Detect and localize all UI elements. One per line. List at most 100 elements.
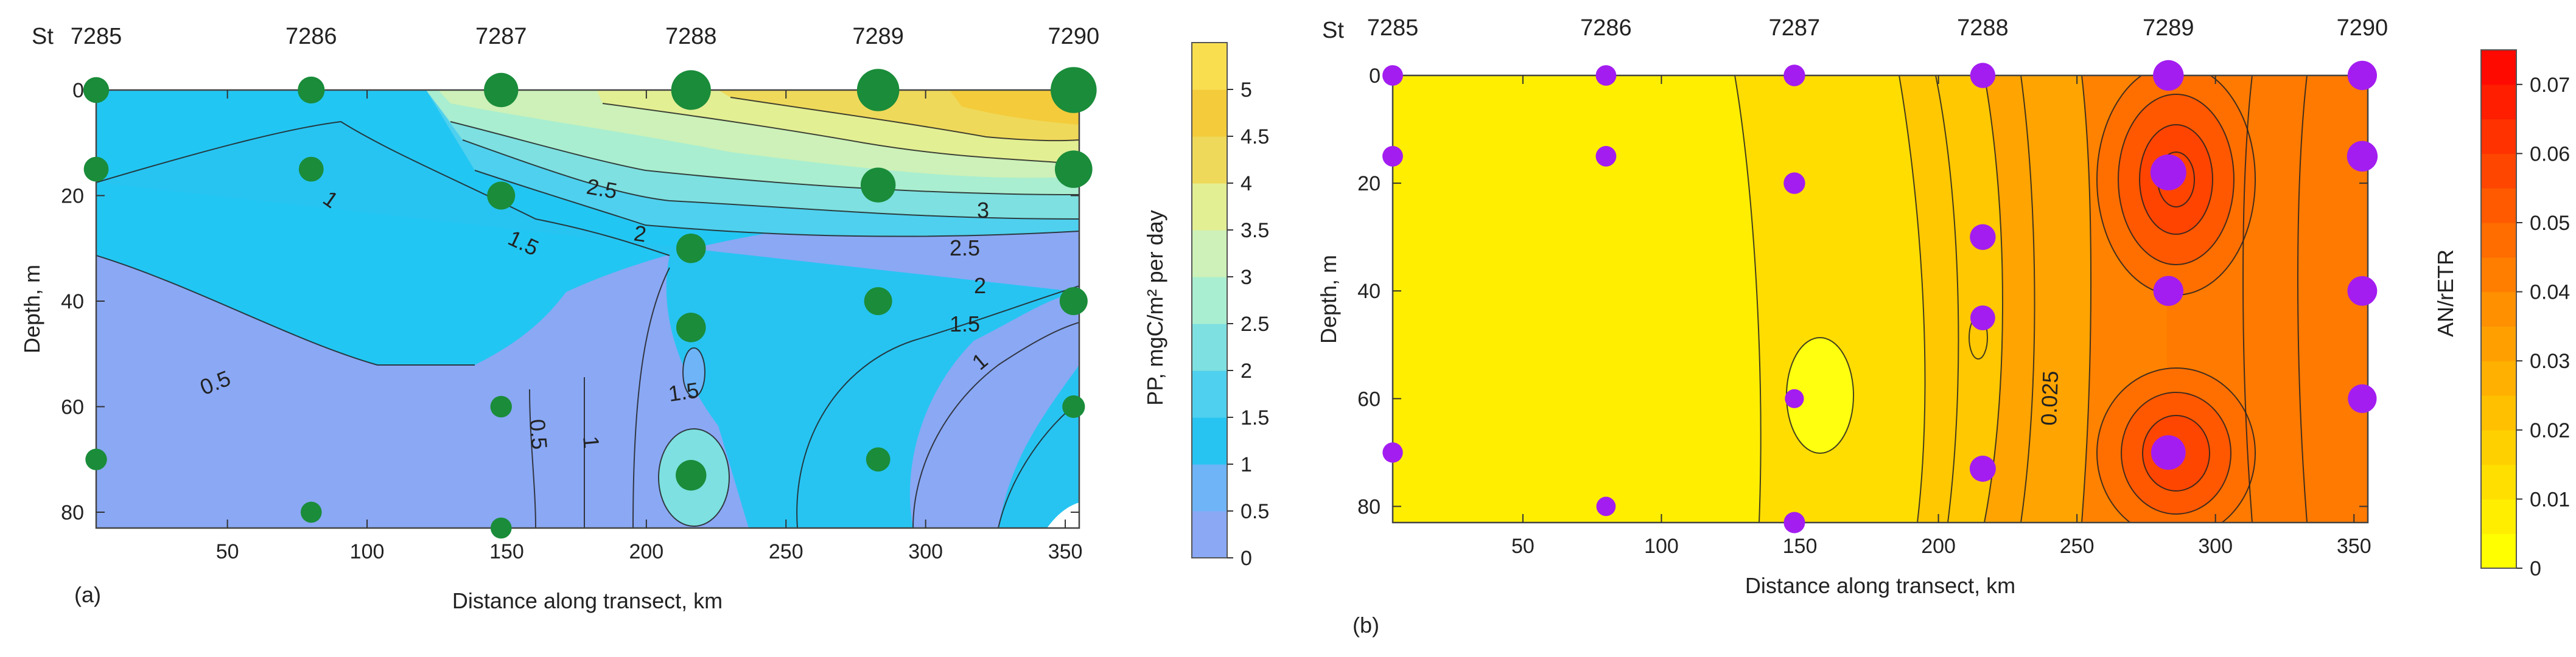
contour-label: 0.025 — [2036, 370, 2063, 426]
x-axis-label-b: Distance along transect, km — [1745, 573, 2015, 598]
contour-ring — [2139, 124, 2213, 235]
sample-point — [490, 517, 512, 539]
x-tick-label: 350 — [1048, 540, 1083, 563]
x-tick-label: 250 — [769, 540, 803, 563]
sample-point — [1062, 395, 1085, 419]
sample-point — [856, 69, 900, 111]
x-tick-label: 350 — [2337, 535, 2371, 558]
station-label: 7288 — [665, 24, 717, 49]
x-tick-label: 50 — [1511, 535, 1535, 558]
contour-ring — [2096, 367, 2256, 523]
colorbar-tick-label: 2.5 — [1241, 313, 1269, 336]
colorbar-segment — [1192, 324, 1227, 371]
sample-point — [1783, 64, 1805, 86]
panel-label-b: (b) — [1353, 613, 1379, 638]
colorbar-tick-label: 0.01 — [2530, 488, 2570, 511]
colorbar-segment — [2481, 499, 2516, 534]
station-label: 7287 — [1769, 15, 1821, 41]
y-axis-label-a: Depth, m — [19, 265, 44, 353]
contour-ring — [682, 347, 705, 397]
x-tick-label: 100 — [1644, 535, 1679, 558]
colorbar-tick-label: 1.5 — [1241, 406, 1269, 429]
y-tick-label: 20 — [1357, 172, 1381, 195]
colorbar-segment — [2481, 464, 2516, 499]
sample-point — [1059, 287, 1088, 315]
station-label: 7290 — [2337, 15, 2389, 41]
x-tick-label: 50 — [216, 540, 239, 563]
axis-ticks-b: 50 100 150 200 250 300 350 0 20 40 60 80 7285 7286 728… — [1357, 15, 2388, 558]
colorbar-segment — [2481, 153, 2516, 189]
ratio-local-min — [1787, 338, 1853, 453]
station-label: 7290 — [1048, 24, 1100, 49]
sample-point — [1783, 172, 1805, 194]
contour-line — [529, 389, 536, 528]
panel-b: 0.025 50 100 150 200 250 300 350 0 20 40 60 80 7285 7… — [1316, 15, 2570, 638]
contour-ring — [2142, 415, 2210, 492]
contour-line — [912, 322, 1079, 528]
colorbar-a: 0 0.5 1 1.5 2 2.5 3 3.5 4 4.5 5 — [1191, 42, 1269, 570]
colorbar-segment — [2481, 50, 2516, 85]
sample-point — [2153, 60, 2184, 91]
sample-point — [85, 448, 107, 470]
colorbar-tick-label: 3.5 — [1241, 219, 1269, 242]
sample-point — [864, 287, 892, 315]
sample-point — [2347, 276, 2378, 306]
sample-point — [1970, 224, 1996, 250]
sample-point — [490, 395, 512, 418]
contour-line — [474, 170, 1079, 237]
colorbar-frame — [2480, 49, 2517, 569]
sample-point — [1970, 305, 1995, 330]
colorbar-segment — [2481, 291, 2516, 327]
contour-line — [1899, 75, 1926, 523]
colorbar-tick-label: 0.06 — [2530, 142, 2570, 165]
sample-point — [487, 181, 516, 210]
colorbar-segment — [2481, 223, 2516, 258]
colorbar-segment — [1192, 136, 1227, 184]
contour-label: 2.5 — [585, 174, 619, 204]
sample-point — [298, 156, 324, 182]
sample-point — [1785, 389, 1804, 408]
colorbar-tick-label: 2 — [1241, 360, 1252, 383]
sample-point — [1382, 442, 1403, 463]
sample-point — [676, 233, 706, 263]
sample-point — [2348, 384, 2377, 413]
y-tick-label: 60 — [61, 395, 84, 419]
sample-points-b — [1382, 60, 2378, 534]
station-label: 7287 — [475, 24, 527, 49]
y-tick-label: 40 — [61, 290, 84, 313]
y-tick-label: 20 — [61, 184, 84, 207]
pp-blank-corner — [1047, 502, 1079, 528]
y-tick-label: 0 — [72, 79, 84, 102]
sample-point — [1595, 145, 1617, 167]
colorbar-tick-label: 4 — [1241, 172, 1252, 195]
colorbar-tick-label: 3 — [1241, 266, 1252, 289]
sample-point — [1382, 65, 1403, 86]
sample-point — [866, 447, 891, 472]
colorbar-tick-label: 4.5 — [1241, 125, 1269, 148]
colorbar-segment — [2481, 119, 2516, 154]
y-tick-label: 80 — [61, 501, 84, 524]
x-axis-label-a: Distance along transect, km — [452, 588, 723, 613]
colorbar-segment — [1192, 511, 1227, 558]
sample-point — [1596, 496, 1616, 516]
colorbar-tick-label: 0.03 — [2530, 350, 2570, 373]
colorbar-segment — [1192, 277, 1227, 324]
sample-point — [676, 313, 706, 342]
colorbar-tick-label: 0 — [1241, 547, 1252, 570]
y-tick-label: 0 — [1369, 64, 1381, 88]
contour-label: 1 — [578, 435, 604, 450]
contour-ring — [2118, 94, 2235, 265]
contour-line — [730, 97, 1079, 142]
x-tick-label: 150 — [1783, 535, 1818, 558]
colorbar-label-b: AN/rETR — [2433, 249, 2458, 337]
station-label: 7289 — [2143, 15, 2194, 41]
colorbar-segment — [1192, 370, 1227, 418]
station-label: 7286 — [1580, 15, 1632, 41]
contour-line — [96, 120, 670, 256]
colorbar-segment — [1192, 230, 1227, 277]
x-tick-label: 300 — [2198, 535, 2233, 558]
pp-band-8 — [950, 90, 1079, 125]
sample-point — [2151, 435, 2186, 470]
y-tick-label: 60 — [1357, 388, 1381, 411]
